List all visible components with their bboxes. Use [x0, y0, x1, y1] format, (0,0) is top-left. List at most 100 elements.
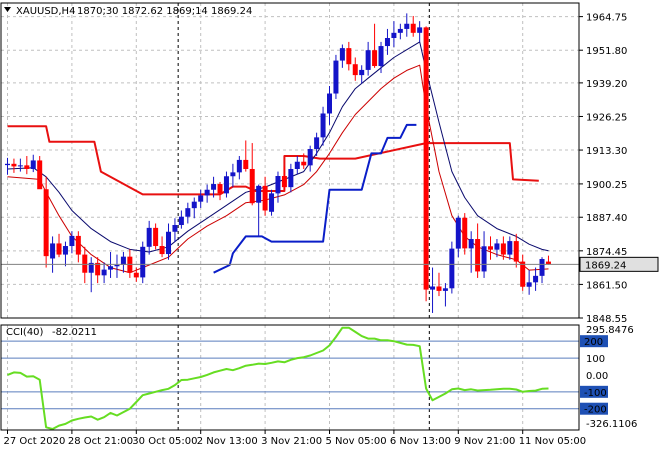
- candle[interactable]: [69, 231, 75, 254]
- candle[interactable]: [37, 156, 43, 190]
- candle[interactable]: [30, 154, 36, 173]
- candle[interactable]: [236, 156, 242, 180]
- candle[interactable]: [198, 189, 204, 208]
- candle[interactable]: [140, 241, 146, 284]
- candle[interactable]: [397, 23, 403, 40]
- candle[interactable]: [404, 13, 410, 37]
- candle-body: [320, 113, 326, 138]
- candle-body: [462, 217, 468, 249]
- candle[interactable]: [256, 184, 262, 237]
- candle[interactable]: [11, 158, 17, 173]
- candle[interactable]: [391, 21, 397, 48]
- candle[interactable]: [481, 231, 487, 278]
- candle[interactable]: [301, 153, 307, 169]
- candle[interactable]: [146, 220, 152, 255]
- candle[interactable]: [320, 106, 326, 146]
- candle[interactable]: [101, 262, 107, 284]
- candle-body: [404, 23, 410, 29]
- candle[interactable]: [178, 210, 184, 229]
- candle[interactable]: [372, 23, 378, 68]
- candle[interactable]: [114, 254, 120, 278]
- cci-level-label: 100: [586, 354, 605, 365]
- candle-body: [391, 32, 397, 39]
- candle[interactable]: [62, 241, 68, 267]
- candle[interactable]: [430, 267, 436, 313]
- candle[interactable]: [449, 241, 455, 294]
- cci-top-label: 295.8476: [586, 325, 634, 336]
- candles[interactable]: [5, 13, 551, 313]
- candle-body: [166, 231, 171, 255]
- menu-triangle-icon[interactable]: [4, 7, 11, 12]
- candle-body: [262, 185, 268, 211]
- candle[interactable]: [294, 156, 300, 175]
- candle-body: [243, 159, 249, 169]
- candle[interactable]: [217, 181, 223, 201]
- candle[interactable]: [133, 267, 139, 282]
- candle[interactable]: [43, 176, 49, 268]
- candle[interactable]: [359, 65, 365, 84]
- candle[interactable]: [327, 85, 332, 125]
- candle[interactable]: [410, 15, 416, 37]
- candle[interactable]: [365, 41, 371, 76]
- candle[interactable]: [230, 163, 236, 188]
- candle[interactable]: [166, 223, 171, 260]
- candle[interactable]: [75, 231, 81, 263]
- candle[interactable]: [172, 218, 178, 242]
- candle[interactable]: [442, 283, 448, 307]
- candle[interactable]: [211, 176, 217, 198]
- candle[interactable]: [520, 254, 526, 291]
- candle[interactable]: [281, 166, 287, 190]
- candle-body: [101, 269, 107, 276]
- candle[interactable]: [545, 255, 551, 265]
- candle[interactable]: [153, 223, 159, 250]
- candle[interactable]: [468, 231, 474, 273]
- candle[interactable]: [56, 233, 62, 258]
- x-tick-label: 27 Oct 2020: [4, 436, 66, 447]
- candle-body: [236, 159, 242, 173]
- candle[interactable]: [191, 197, 197, 219]
- candle[interactable]: [307, 145, 313, 172]
- candle[interactable]: [352, 57, 358, 81]
- candle[interactable]: [204, 184, 210, 203]
- candle[interactable]: [436, 272, 442, 297]
- candle[interactable]: [513, 233, 519, 268]
- candle[interactable]: [333, 54, 339, 99]
- candle[interactable]: [526, 270, 532, 295]
- candle[interactable]: [50, 236, 56, 273]
- candle[interactable]: [108, 251, 114, 278]
- candle[interactable]: [88, 257, 94, 293]
- candle[interactable]: [339, 44, 345, 68]
- candle[interactable]: [455, 215, 461, 258]
- candle[interactable]: [243, 140, 249, 172]
- candle[interactable]: [500, 236, 506, 260]
- candle[interactable]: [417, 21, 423, 42]
- candle[interactable]: [249, 143, 255, 206]
- candle[interactable]: [533, 267, 539, 291]
- candle[interactable]: [95, 257, 101, 284]
- candle[interactable]: [462, 213, 468, 255]
- candle[interactable]: [5, 157, 10, 175]
- candle[interactable]: [159, 236, 165, 258]
- candle[interactable]: [17, 158, 23, 172]
- candle[interactable]: [262, 176, 268, 216]
- candle[interactable]: [488, 236, 493, 260]
- candle[interactable]: [314, 132, 320, 157]
- candle[interactable]: [346, 41, 352, 71]
- candle[interactable]: [539, 257, 545, 284]
- candle[interactable]: [494, 239, 500, 258]
- cci-subwindow[interactable]: 200 100 -100 -200 295.8476 0.00 -326.1106: [1, 325, 637, 430]
- candle[interactable]: [269, 189, 275, 216]
- candle[interactable]: [423, 26, 429, 302]
- candle[interactable]: [120, 251, 126, 273]
- candle[interactable]: [223, 171, 229, 198]
- candle[interactable]: [24, 156, 30, 175]
- candle[interactable]: [475, 223, 481, 278]
- candle[interactable]: [275, 171, 281, 203]
- candle[interactable]: [384, 28, 390, 55]
- candle[interactable]: [507, 236, 513, 260]
- candle[interactable]: [185, 202, 191, 224]
- candle[interactable]: [82, 246, 88, 284]
- candle[interactable]: [288, 163, 294, 193]
- candle[interactable]: [378, 41, 384, 74]
